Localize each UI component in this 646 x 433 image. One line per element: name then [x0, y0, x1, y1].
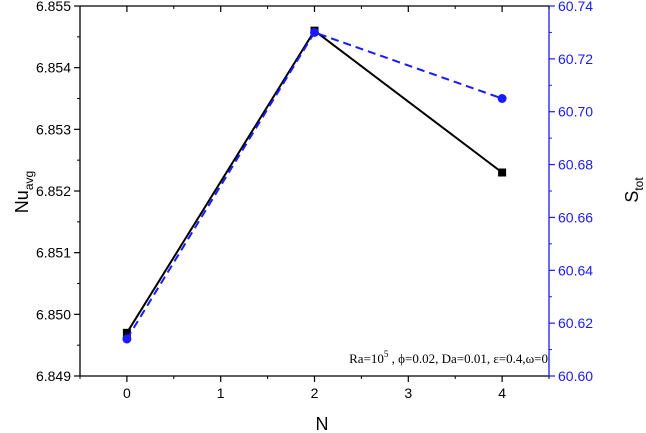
y-left-tick-label: 6.851	[36, 245, 71, 261]
y-right-tick-label: 60.74	[558, 0, 593, 14]
parameter-annotation: Ra=105 , ϕ=0.02, Da=0.01, ε=0.4,ω=0	[349, 349, 548, 366]
y-right-tick-label: 60.64	[558, 262, 593, 278]
nu-avg-point	[122, 328, 131, 337]
y-right-tick-label: 60.72	[558, 51, 593, 67]
nu-avg-line	[126, 29, 503, 334]
y-right-tick-label: 60.60	[558, 368, 593, 384]
s-tot-point	[310, 27, 319, 37]
s-tot-point	[122, 334, 132, 344]
svg-text:Stot: Stot	[622, 177, 646, 203]
y-right-tick-label: 60.68	[558, 157, 593, 173]
x-tick-label: 4	[498, 385, 506, 401]
x-tick-label: 0	[123, 385, 131, 401]
y-left-tick-label: 6.850	[36, 306, 71, 322]
annotation-part1: Ra=10	[349, 351, 384, 366]
y-left-tick-label: 6.854	[36, 60, 71, 76]
series-layer	[122, 26, 507, 344]
annotation-part2: , ϕ=0.02, Da=0.01, ε=0.4,ω=0	[388, 351, 548, 366]
y-right-title-main: S	[622, 191, 642, 203]
y-left-axis-title: Nuavg	[12, 171, 36, 213]
y-right-tick-label: 60.70	[558, 104, 593, 120]
tick-layer: 0 1 2 3 4 6.849 6.850 6.851 6.852 6.853 6.854 6.855…	[36, 0, 593, 401]
nu-avg-point	[498, 168, 507, 177]
y-left-title-sub: avg	[22, 171, 36, 190]
y-left-title-main: Nu	[12, 190, 32, 213]
x-tick-label: 3	[404, 385, 412, 401]
svg-text:Nuavg: Nuavg	[12, 171, 36, 213]
y-left-tick-label: 6.853	[36, 121, 71, 137]
x-axis-title: N	[316, 414, 329, 433]
y-left-tick-label: 6.849	[36, 368, 71, 384]
y-right-tick-label: 60.66	[558, 209, 593, 225]
y-right-tick-label: 60.62	[558, 315, 593, 331]
x-tick-label: 2	[311, 385, 319, 401]
x-tick-label: 1	[217, 385, 225, 401]
y-left-tick-label: 6.852	[36, 183, 71, 199]
plot-frame	[79, 5, 550, 377]
s-tot-point	[497, 94, 507, 103]
y-right-title-sub: tot	[632, 177, 646, 191]
y-right-axis-title: Stot	[622, 177, 646, 203]
y-left-tick-label: 6.855	[36, 0, 71, 14]
s-tot-line	[126, 31, 503, 340]
annotation-superscript: 5	[384, 349, 389, 359]
